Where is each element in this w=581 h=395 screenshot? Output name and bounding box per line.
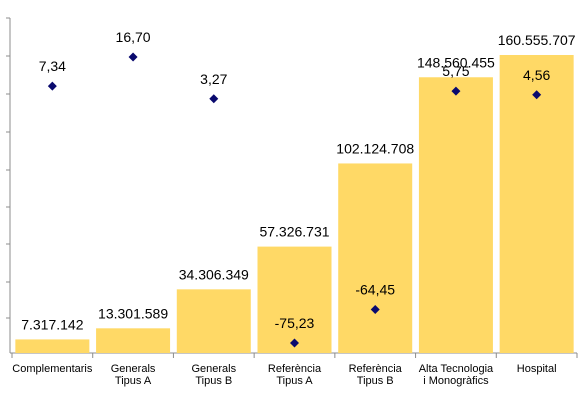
point-data-label: 5,75 <box>442 63 469 79</box>
x-tick-label: Hospital <box>517 363 557 375</box>
point-marker <box>128 52 138 62</box>
x-tick-label: i Monogràfics <box>423 375 489 387</box>
points <box>47 52 542 348</box>
point-marker <box>370 304 380 314</box>
bar <box>176 289 251 353</box>
x-tick-label: Referència <box>268 363 322 375</box>
x-tick-label: Tipus B <box>195 375 232 387</box>
bar-data-label: 34.306.349 <box>179 266 249 282</box>
point-marker <box>451 86 461 96</box>
x-tick-label: Tipus B <box>357 375 394 387</box>
point-data-label: 4,56 <box>523 67 550 83</box>
point-marker <box>532 90 542 100</box>
x-tick-label: Tipus A <box>276 375 313 387</box>
point-marker <box>290 338 299 348</box>
bar-data-label: 57.326.731 <box>259 224 329 240</box>
bar-data-label: 7.317.142 <box>21 316 83 332</box>
bar <box>499 55 574 353</box>
bar <box>96 328 171 353</box>
point-data-label: -75,23 <box>275 315 315 331</box>
point-data-label: -64,45 <box>355 281 395 297</box>
bar-data-label: 160.555.707 <box>498 32 576 48</box>
x-tick-label: Complementaris <box>12 363 93 375</box>
bar-data-label: 102.124.708 <box>336 140 414 156</box>
bars <box>15 55 574 354</box>
point-marker <box>47 81 57 91</box>
x-tick-label: Alta Tecnologia <box>419 363 494 375</box>
x-tick-label: Tipus A <box>115 375 152 387</box>
bar <box>418 77 493 354</box>
point-data-label: 7,34 <box>39 58 66 74</box>
point-data-label: 16,70 <box>116 29 151 45</box>
x-tick-label: Generals <box>191 363 236 375</box>
bar-data-label: 148.560.455 <box>417 54 495 70</box>
bar-data-label: 13.301.589 <box>98 305 168 321</box>
point-data-label: 3,27 <box>200 71 227 87</box>
x-tick-label: Referència <box>349 363 403 375</box>
point-labels: 7,34 16,70 3,27 -75,23 -64,45 5,75 4,56 <box>39 29 551 331</box>
bar <box>338 163 413 353</box>
bar <box>15 339 90 353</box>
bar-labels: 7.317.142 13.301.589 34.306.349 57.326.731 1… <box>21 32 576 332</box>
point-marker <box>209 94 219 104</box>
x-tick-label: Generals <box>111 363 156 375</box>
bar <box>257 246 332 353</box>
